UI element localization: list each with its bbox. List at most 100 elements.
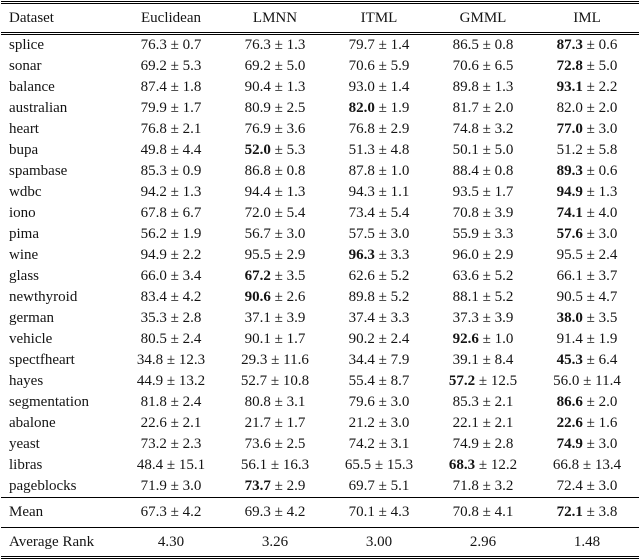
result-cell: 92.6 ± 1.0 [452,331,514,347]
best-value: 74.9 [556,436,583,452]
result-cell: 88.1 ± 5.2 [452,289,514,305]
dataset-label: pima [9,226,39,242]
result-cell: 69.2 ± 5.0 [244,58,306,74]
result-cell: 37.3 ± 3.9 [452,310,514,326]
best-value: 68.3 [448,457,476,473]
result-cell: 35.3 ± 2.8 [140,310,202,326]
dataset-label: wdbc [9,184,42,200]
result-cell: 21.7 ± 1.7 [244,415,306,431]
result-cell: 1.48 [535,527,639,559]
result-cell: 2.96 [431,527,535,559]
summary-label: Average Rank [1,527,119,559]
dataset-label: balance [9,79,55,95]
result-cell: 76.9 ± 3.6 [244,121,306,137]
dataset-label: bupa [9,142,39,158]
result-cell: 82.0 ± 1.9 [348,100,410,116]
result-cell: 74.9 ± 3.0 [556,436,618,452]
result-cell: 52.7 ± 10.8 [240,373,310,389]
result-cell: 67.8 ± 6.7 [140,205,202,221]
result-cell: 90.5 ± 4.7 [556,289,618,305]
mean-row: Mean 67.3 ± 4.2 69.3 ± 4.2 70.1 ± 4.3 70.8 ±… [1,497,639,528]
best-value: 57.6 [556,226,583,242]
result-cell: 93.1 ± 2.2 [556,79,618,95]
best-value: 92.6 [452,331,479,347]
result-cell: 70.6 ± 5.9 [348,58,410,74]
result-cell: 51.2 ± 5.8 [556,142,618,158]
result-cell: 66.1 ± 3.7 [556,268,618,284]
result-cell: 70.6 ± 6.5 [452,58,514,74]
best-value: 72.8 [556,58,583,74]
result-cell: 56.2 ± 1.9 [140,226,202,242]
result-cell: 76.8 ± 2.1 [140,121,202,137]
result-cell: 90.2 ± 2.4 [348,331,410,347]
table-row-spectfheart: spectfheart 34.8 ± 12.3 29.3 ± 11.6 34.4 ± … [1,350,639,371]
result-cell: 69.7 ± 5.1 [348,478,410,494]
column-header-iml: IML [535,1,639,35]
result-cell: 79.7 ± 1.4 [348,37,410,53]
result-cell: 86.5 ± 0.8 [452,37,514,53]
result-cell: 95.5 ± 2.9 [244,247,306,263]
result-cell: 45.3 ± 6.4 [556,352,618,368]
result-cell: 37.4 ± 3.3 [348,310,410,326]
best-value: 38.0 [556,310,583,326]
best-value: 93.1 [556,79,583,95]
result-cell: 70.8 ± 4.1 [431,497,535,528]
result-cell: 95.5 ± 2.4 [556,247,618,263]
table-row-australian: australian 79.9 ± 1.7 80.9 ± 2.5 82.0 ± 1.9… [1,98,639,119]
result-cell: 34.4 ± 7.9 [348,352,410,368]
column-header-dataset: Dataset [1,1,119,35]
result-cell: 90.6 ± 2.6 [244,289,306,305]
result-cell: 85.3 ± 0.9 [140,163,202,179]
result-cell: 71.8 ± 3.2 [452,478,514,494]
column-header-lmnn: LMNN [223,1,327,35]
dataset-label: vehicle [9,331,53,347]
result-cell: 52.0 ± 5.3 [244,142,306,158]
result-cell: 80.5 ± 2.4 [140,331,202,347]
result-cell: 88.4 ± 0.8 [452,163,514,179]
best-value: 72.1 [556,504,583,520]
dataset-label: sonar [9,58,42,74]
dataset-label: segmentation [9,394,89,410]
best-value: 45.3 [556,352,583,368]
result-cell: 67.2 ± 3.5 [244,268,306,284]
result-cell: 22.6 ± 1.6 [556,415,618,431]
dataset-label: hayes [9,373,44,389]
table-row-newthyroid: newthyroid 83.4 ± 4.2 90.6 ± 2.6 89.8 ± 5.2… [1,287,639,308]
dataset-label: heart [9,121,39,137]
dataset-label: iono [9,205,36,221]
table-row-segmentation: segmentation 81.8 ± 2.4 80.8 ± 3.1 79.6 ± 3… [1,392,639,413]
dataset-label: spectfheart [9,352,75,368]
result-cell: 51.3 ± 4.8 [348,142,410,158]
result-cell: 83.4 ± 4.2 [140,289,202,305]
result-cell: 56.1 ± 16.3 [240,457,310,473]
result-cell: 74.8 ± 3.2 [452,121,514,137]
table-row-hayes: hayes 44.9 ± 13.2 52.7 ± 10.8 55.4 ± 8.7 57.… [1,371,639,392]
result-cell: 81.7 ± 2.0 [452,100,514,116]
result-cell: 96.3 ± 3.3 [348,247,410,263]
result-cell: 66.8 ± 13.4 [552,457,622,473]
table-row-vehicle: vehicle 80.5 ± 2.4 90.1 ± 1.7 90.2 ± 2.4 92.… [1,329,639,350]
result-cell: 79.6 ± 3.0 [348,394,410,410]
result-cell: 44.9 ± 13.2 [136,373,206,389]
result-cell: 76.3 ± 1.3 [244,37,306,53]
result-cell: 50.1 ± 5.0 [452,142,514,158]
best-value: 90.6 [244,289,271,305]
table-row-heart: heart 76.8 ± 2.1 76.9 ± 3.6 76.8 ± 2.9 74.8 … [1,119,639,140]
dataset-label: australian [9,100,68,116]
table-row-splice: splice 76.3 ± 0.7 76.3 ± 1.3 79.7 ± 1.4 86.5… [1,34,639,57]
result-cell: 57.5 ± 3.0 [348,226,410,242]
table-row-wine: wine 94.9 ± 2.2 95.5 ± 2.9 96.3 ± 3.3 96.0 ±… [1,245,639,266]
result-cell: 69.2 ± 5.3 [140,58,202,74]
result-cell: 4.30 [119,527,223,559]
result-cell: 87.4 ± 1.8 [140,79,202,95]
table-row-bupa: bupa 49.8 ± 4.4 52.0 ± 5.3 51.3 ± 4.8 50.1 ±… [1,140,639,161]
result-cell: 21.2 ± 3.0 [348,415,410,431]
table-row-libras: libras 48.4 ± 15.1 56.1 ± 16.3 65.5 ± 15.3 6… [1,455,639,476]
result-cell: 22.6 ± 2.1 [140,415,202,431]
result-cell: 73.4 ± 5.4 [348,205,410,221]
best-value: 89.3 [556,163,583,179]
dataset-label: newthyroid [9,289,78,305]
result-cell: 55.9 ± 3.3 [452,226,514,242]
best-value: 94.9 [556,184,583,200]
